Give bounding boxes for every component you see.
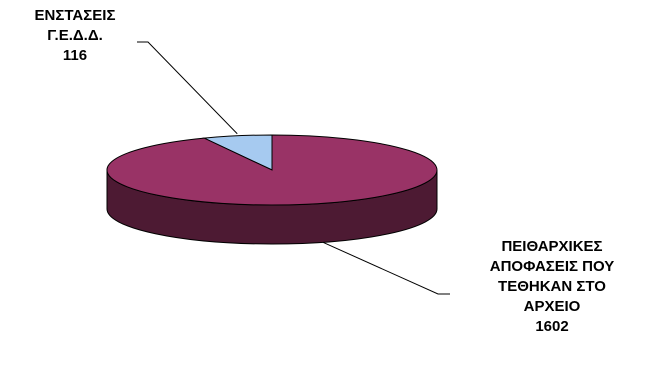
slice-value-enstaseis: 116 <box>0 46 150 66</box>
pie-top-face <box>107 135 437 205</box>
slice-label-enstaseis: ΕΝΣΤΑΣΕΙΣ Γ.Ε.Δ.Δ. 116 <box>0 6 150 66</box>
slice-label-peitharxikes-line-3: ΤΕΘΗΚΑΝ ΣΤΟ <box>452 277 652 297</box>
slice-label-peitharxikes-line-4: ΑΡΧΕΙΟ <box>452 297 652 317</box>
leader-line-peitharxikes <box>323 242 450 294</box>
leader-line-enstaseis <box>137 42 237 134</box>
slice-label-enstaseis-line-2: Γ.Ε.Δ.Δ. <box>0 26 150 46</box>
slice-value-peitharxikes: 1602 <box>452 317 652 337</box>
slice-label-enstaseis-line-1: ΕΝΣΤΑΣΕΙΣ <box>0 6 150 26</box>
slice-label-peitharxikes: ΠΕΙΘΑΡΧΙΚΕΣ ΑΠΟΦΑΣΕΙΣ ΠΟΥ ΤΕΘΗΚΑΝ ΣΤΟ ΑΡ… <box>452 237 652 337</box>
slice-label-peitharxikes-line-2: ΑΠΟΦΑΣΕΙΣ ΠΟΥ <box>452 257 652 277</box>
slice-label-peitharxikes-line-1: ΠΕΙΘΑΡΧΙΚΕΣ <box>452 237 652 257</box>
pie-slice-1 <box>107 135 437 205</box>
